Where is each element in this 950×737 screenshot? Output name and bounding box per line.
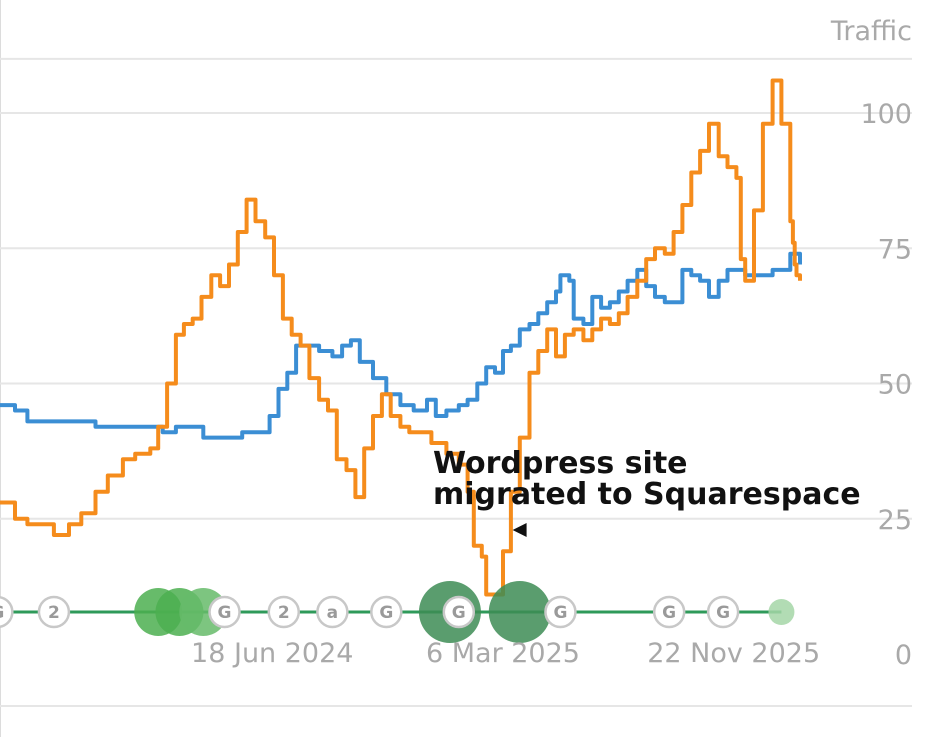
event-marker[interactable]: G bbox=[544, 595, 577, 629]
event-marker[interactable]: G bbox=[652, 595, 686, 629]
event-marker[interactable]: G bbox=[442, 595, 476, 629]
event-marker-circle bbox=[370, 595, 403, 629]
event-marker[interactable]: a bbox=[316, 595, 349, 629]
event-marker-label: 2 bbox=[278, 603, 290, 623]
event-marker-label: G bbox=[716, 603, 730, 623]
event-marker-label: G bbox=[662, 603, 676, 623]
event-marker-circle bbox=[316, 595, 349, 629]
event-marker-label: G bbox=[218, 603, 232, 623]
event-dot[interactable] bbox=[768, 599, 795, 625]
series-line-2 bbox=[0, 78, 802, 597]
annotation-line-1: Wordpress site bbox=[433, 446, 688, 481]
y-axis-ticks: 0 25 50 75 100 bbox=[860, 99, 912, 671]
x-tick-label: 22 Nov 2025 bbox=[647, 638, 820, 669]
event-marker-circle bbox=[706, 595, 740, 629]
event-marker[interactable]: G bbox=[0, 595, 14, 629]
gridlines bbox=[0, 57, 912, 707]
annotation-line-2: migrated to Squarespace bbox=[433, 477, 861, 512]
event-marker-circle bbox=[544, 595, 577, 629]
event-marker-label: 2 bbox=[48, 603, 60, 623]
y-tick-label: 75 bbox=[878, 234, 912, 265]
event-marker-label: G bbox=[452, 603, 466, 623]
event-marker[interactable]: G bbox=[370, 595, 403, 629]
annotation-arrowhead bbox=[512, 523, 527, 537]
event-marker[interactable]: G bbox=[706, 595, 740, 629]
y-tick-label: 0 bbox=[895, 640, 912, 671]
event-marker-circle bbox=[0, 595, 14, 629]
event-marker[interactable]: G bbox=[208, 595, 241, 629]
series-line-1 bbox=[0, 251, 802, 440]
event-marker-label: G bbox=[553, 603, 567, 623]
migration-annotation: Wordpress site migrated to Squarespace bbox=[433, 446, 861, 537]
event-marker-circle bbox=[652, 595, 686, 629]
event-marker-label: G bbox=[0, 603, 4, 623]
event-dot[interactable] bbox=[488, 581, 551, 643]
y-tick-label: 25 bbox=[878, 505, 912, 536]
event-marker[interactable]: 2 bbox=[37, 595, 71, 629]
x-axis-ticks: 18 Jun 2024 6 Mar 2025 22 Nov 2025 bbox=[191, 638, 820, 669]
x-tick-label: 6 Mar 2025 bbox=[426, 638, 580, 669]
event-marker-circle bbox=[208, 595, 241, 629]
event-marker[interactable]: 2 bbox=[267, 595, 301, 629]
series-lines bbox=[0, 78, 802, 597]
y-axis-title: Traffic bbox=[830, 16, 912, 47]
event-marker-label: G bbox=[379, 603, 393, 623]
y-tick-label: 50 bbox=[878, 370, 912, 401]
event-marker-circle bbox=[267, 595, 301, 629]
event-marker-label: a bbox=[327, 603, 338, 623]
y-tick-label: 100 bbox=[860, 99, 912, 130]
event-timeline: G 2 G 2 a G G G G G bbox=[0, 581, 795, 643]
x-tick-label: 18 Jun 2024 bbox=[191, 638, 353, 669]
event-marker-circle bbox=[442, 595, 476, 629]
event-marker-circle bbox=[37, 595, 71, 629]
